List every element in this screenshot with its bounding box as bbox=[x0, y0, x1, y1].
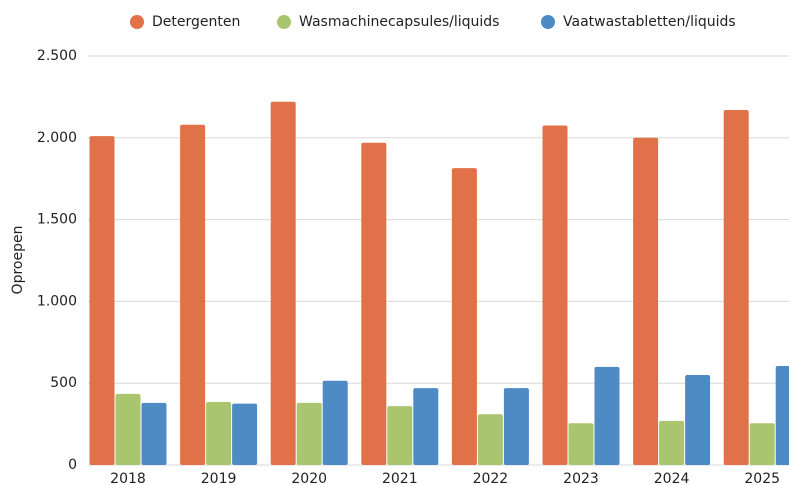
bar bbox=[503, 388, 529, 465]
bar bbox=[232, 403, 258, 465]
x-tick-label: 2020 bbox=[291, 471, 327, 485]
bar bbox=[775, 366, 789, 465]
legend-label: Wasmachinecapsules/liquids bbox=[299, 14, 499, 30]
x-tick-label: 2022 bbox=[473, 471, 509, 485]
legend-label: Vaatwastabletten/liquids bbox=[563, 14, 736, 30]
bar bbox=[296, 402, 322, 465]
y-tick-label: 500 bbox=[50, 375, 77, 391]
bar bbox=[451, 168, 477, 466]
bar bbox=[89, 136, 115, 465]
bar bbox=[477, 414, 503, 465]
bar bbox=[413, 388, 439, 465]
y-tick-label: 1.500 bbox=[37, 212, 77, 228]
legend-swatch bbox=[277, 15, 291, 29]
x-tick-label: 2023 bbox=[563, 471, 599, 485]
bar bbox=[180, 124, 206, 465]
x-tick-label: 2018 bbox=[110, 471, 146, 485]
bar bbox=[568, 423, 594, 465]
y-tick-label: 2.500 bbox=[37, 48, 77, 64]
bar bbox=[206, 402, 232, 465]
bar bbox=[685, 375, 711, 465]
legend-swatch bbox=[130, 15, 144, 29]
x-tick-label: 2024 bbox=[654, 471, 690, 485]
bar bbox=[633, 137, 659, 466]
x-tick-label: 2019 bbox=[201, 471, 237, 485]
bar bbox=[270, 101, 296, 466]
y-axis-title: Oproepen bbox=[10, 226, 26, 295]
bar bbox=[115, 393, 141, 465]
bar bbox=[659, 420, 685, 465]
bar bbox=[361, 142, 387, 465]
y-tick-label: 0 bbox=[68, 457, 77, 473]
bar bbox=[542, 125, 568, 465]
x-tick-label: 2021 bbox=[382, 471, 418, 485]
bar bbox=[723, 109, 749, 465]
x-tick-label: 2025 bbox=[744, 471, 780, 485]
bar bbox=[749, 423, 775, 465]
bar bbox=[387, 406, 413, 465]
bar bbox=[141, 402, 167, 465]
y-tick-label: 2.000 bbox=[37, 130, 77, 146]
bar bbox=[322, 380, 348, 465]
legend-label: Detergenten bbox=[152, 14, 240, 30]
bar bbox=[594, 366, 620, 465]
legend-swatch bbox=[541, 15, 555, 29]
y-tick-label: 1.000 bbox=[37, 293, 77, 309]
